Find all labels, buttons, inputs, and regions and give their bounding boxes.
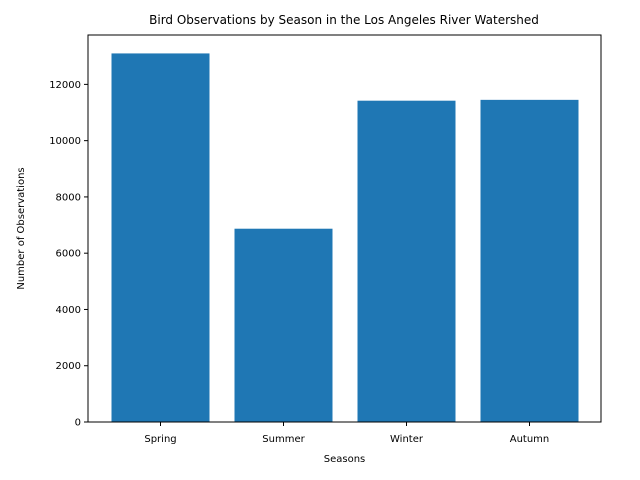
bar-winter (357, 100, 456, 423)
plot-frame (87, 34, 602, 423)
y-tick-label: 0 (75, 418, 81, 429)
y-axis-title: Number of Observations (16, 167, 27, 289)
x-axis-title: Seasons (324, 454, 366, 465)
bar-summer (234, 228, 333, 422)
x-tick-label: Autumn (510, 434, 550, 445)
bar-spring (111, 53, 210, 423)
y-tick-label: 4000 (56, 305, 81, 316)
bar-autumn (480, 99, 579, 423)
y-axis-ticks: 0 2000 4000 6000 8000 10000 12000 (49, 80, 88, 429)
y-tick-label: 12000 (49, 80, 81, 91)
bars-group (111, 53, 579, 423)
x-tick-label: Spring (144, 434, 176, 445)
chart-title: Bird Observations by Season in the Los A… (149, 13, 539, 27)
x-axis-ticks: Spring Summer Winter Autumn (144, 422, 549, 445)
x-tick-label: Winter (390, 434, 424, 445)
y-tick-label: 2000 (56, 361, 81, 372)
y-tick-label: 10000 (49, 136, 81, 147)
x-tick-label: Summer (262, 434, 305, 445)
y-tick-label: 8000 (56, 192, 81, 203)
y-tick-label: 6000 (56, 249, 81, 260)
